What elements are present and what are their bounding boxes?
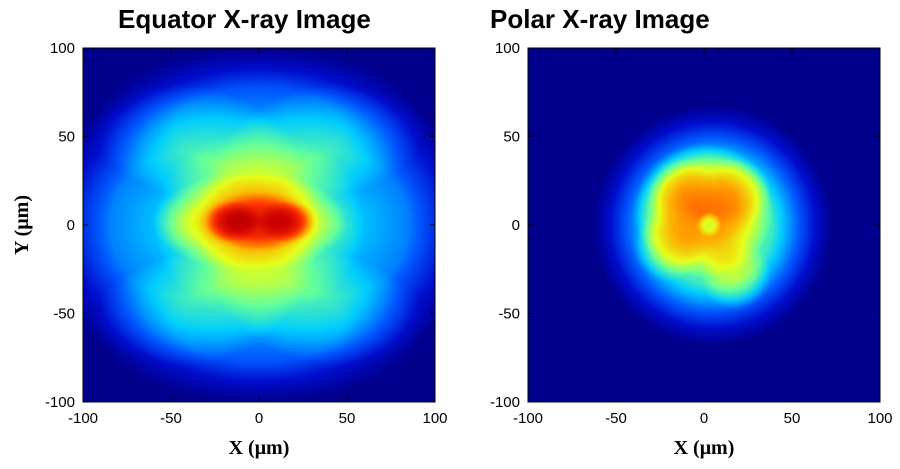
polar-x-tick-label: -100 [513,410,543,427]
polar-x-tick-label: 100 [867,410,892,427]
equator-x-axis-label: X (μm) [229,437,290,459]
polar-heatmap-chart: -100 -50 0 50 100 100 50 0 -50 -100 X (μm) [490,40,893,459]
equator-x-tick-label: 0 [255,410,263,427]
polar-y-tick-label: 50 [503,129,520,146]
equator-x-tick-label: 100 [422,410,447,427]
polar-x-axis-label: X (μm) [674,437,735,459]
equator-intensity-region [204,200,261,243]
equator-x-tick-label: 50 [339,410,356,427]
equator-y-tick-label: -100 [45,394,75,411]
polar-y-tick-label: 0 [512,217,520,234]
equator-x-tick-label: -50 [160,410,182,427]
equator-panel: Equator X-ray Image -100 -50 0 50 100 100 50 0-… [11,4,448,459]
equator-heatmap-chart: -100 -50 0 50 100 100 50 0 -50 -100 X (μm) Y (μm) [11,40,448,459]
polar-intensity-region [633,210,704,282]
polar-chart-title: Polar X-ray Image [490,4,710,34]
equator-y-axis-label: Y (μm) [11,195,33,255]
polar-intensity-region [700,157,771,229]
equator-y-tick-label: -50 [53,306,75,323]
polar-intensity-region [647,157,719,229]
polar-y-tick-label: -50 [498,306,520,323]
equator-chart-title: Equator X-ray Image [118,4,371,34]
polar-x-tick-label: -50 [605,410,627,427]
polar-y-tick-label: -100 [490,394,520,411]
equator-y-tick-label: 100 [50,40,75,57]
equator-heatmap-field [83,48,435,402]
polar-y-tick-label: 100 [495,40,520,57]
polar-x-tick-label: 50 [784,410,801,427]
polar-intensity-region [700,239,771,310]
polar-heatmap-field [528,48,880,402]
equator-y-tick-label: 0 [67,217,75,234]
polar-panel: Polar X-ray Image -100 -50 0 50 100 100 50 0 -50… [450,0,900,469]
equator-x-tick-label: -100 [68,410,98,427]
equator-intensity-region [257,200,314,243]
polar-intensity-region [696,212,722,238]
polar-x-tick-label: 0 [700,410,708,427]
equator-y-tick-label: 50 [58,129,75,146]
